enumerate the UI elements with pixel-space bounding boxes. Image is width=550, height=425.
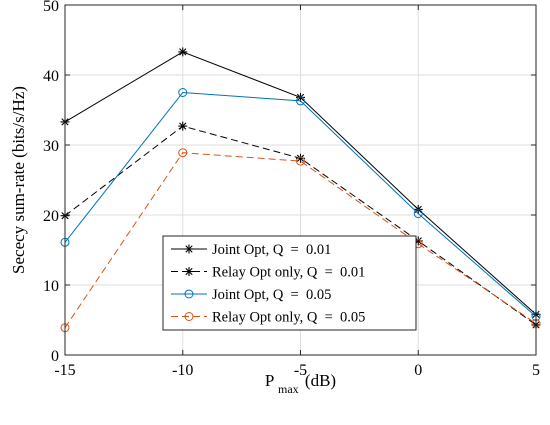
data-point-circle xyxy=(184,312,194,321)
data-point-circle xyxy=(413,209,423,219)
y-tick-label: 0 xyxy=(51,348,59,365)
legend-box xyxy=(162,235,417,331)
data-point-circle xyxy=(184,289,194,299)
data-point-asterisk xyxy=(178,121,188,131)
x-tick-label: 5 xyxy=(532,362,540,379)
data-point-circle xyxy=(296,156,305,166)
x-axis-label-main: P xyxy=(265,371,274,390)
legend-label: Joint Opt, Q = 0.01 xyxy=(212,242,331,258)
legend-label: Relay Opt only, Q = 0.05 xyxy=(212,310,365,326)
data-point-circle xyxy=(296,96,305,106)
legend-item: Relay Opt only, Q = 0.05 xyxy=(171,310,365,326)
x-axis-label-subscript: max xyxy=(278,382,299,396)
data-point-circle xyxy=(178,148,188,158)
legend: Joint Opt, Q = 0.01 Relay Opt only, Q = 0… xyxy=(162,235,417,331)
x-tick-label: -15 xyxy=(54,362,75,379)
series-line xyxy=(64,152,537,328)
legend-label: Joint Opt, Q = 0.05 xyxy=(212,287,331,303)
legend-label: Relay Opt only, Q = 0.01 xyxy=(212,265,365,281)
y-tick-label: 30 xyxy=(43,138,59,155)
y-tick-label: 40 xyxy=(43,68,59,85)
x-tick-label: -10 xyxy=(172,362,193,379)
y-tick-label: 10 xyxy=(43,278,59,295)
legend-item: Joint Opt, Q = 0.01 xyxy=(171,242,331,258)
data-point-asterisk xyxy=(184,244,194,254)
series-line xyxy=(64,91,537,317)
x-axis-label: P max (dB) xyxy=(265,371,336,397)
y-axis-label: Sececy sum-rate (bits/s/Hz) xyxy=(9,86,28,274)
y-tick-label: 20 xyxy=(43,208,59,225)
legend-item: Joint Opt, Q = 0.05 xyxy=(171,287,331,303)
data-point-asterisk xyxy=(178,47,188,57)
x-tick-label: 0 xyxy=(414,362,422,379)
x-axis-label-unit: (dB) xyxy=(305,371,336,390)
data-point-circle xyxy=(178,88,188,97)
data-point-asterisk xyxy=(184,267,194,276)
x-tick-label: -5 xyxy=(294,362,307,379)
legend-item: Relay Opt only, Q = 0.01 xyxy=(171,265,365,281)
y-tick-label: 50 xyxy=(43,0,59,15)
